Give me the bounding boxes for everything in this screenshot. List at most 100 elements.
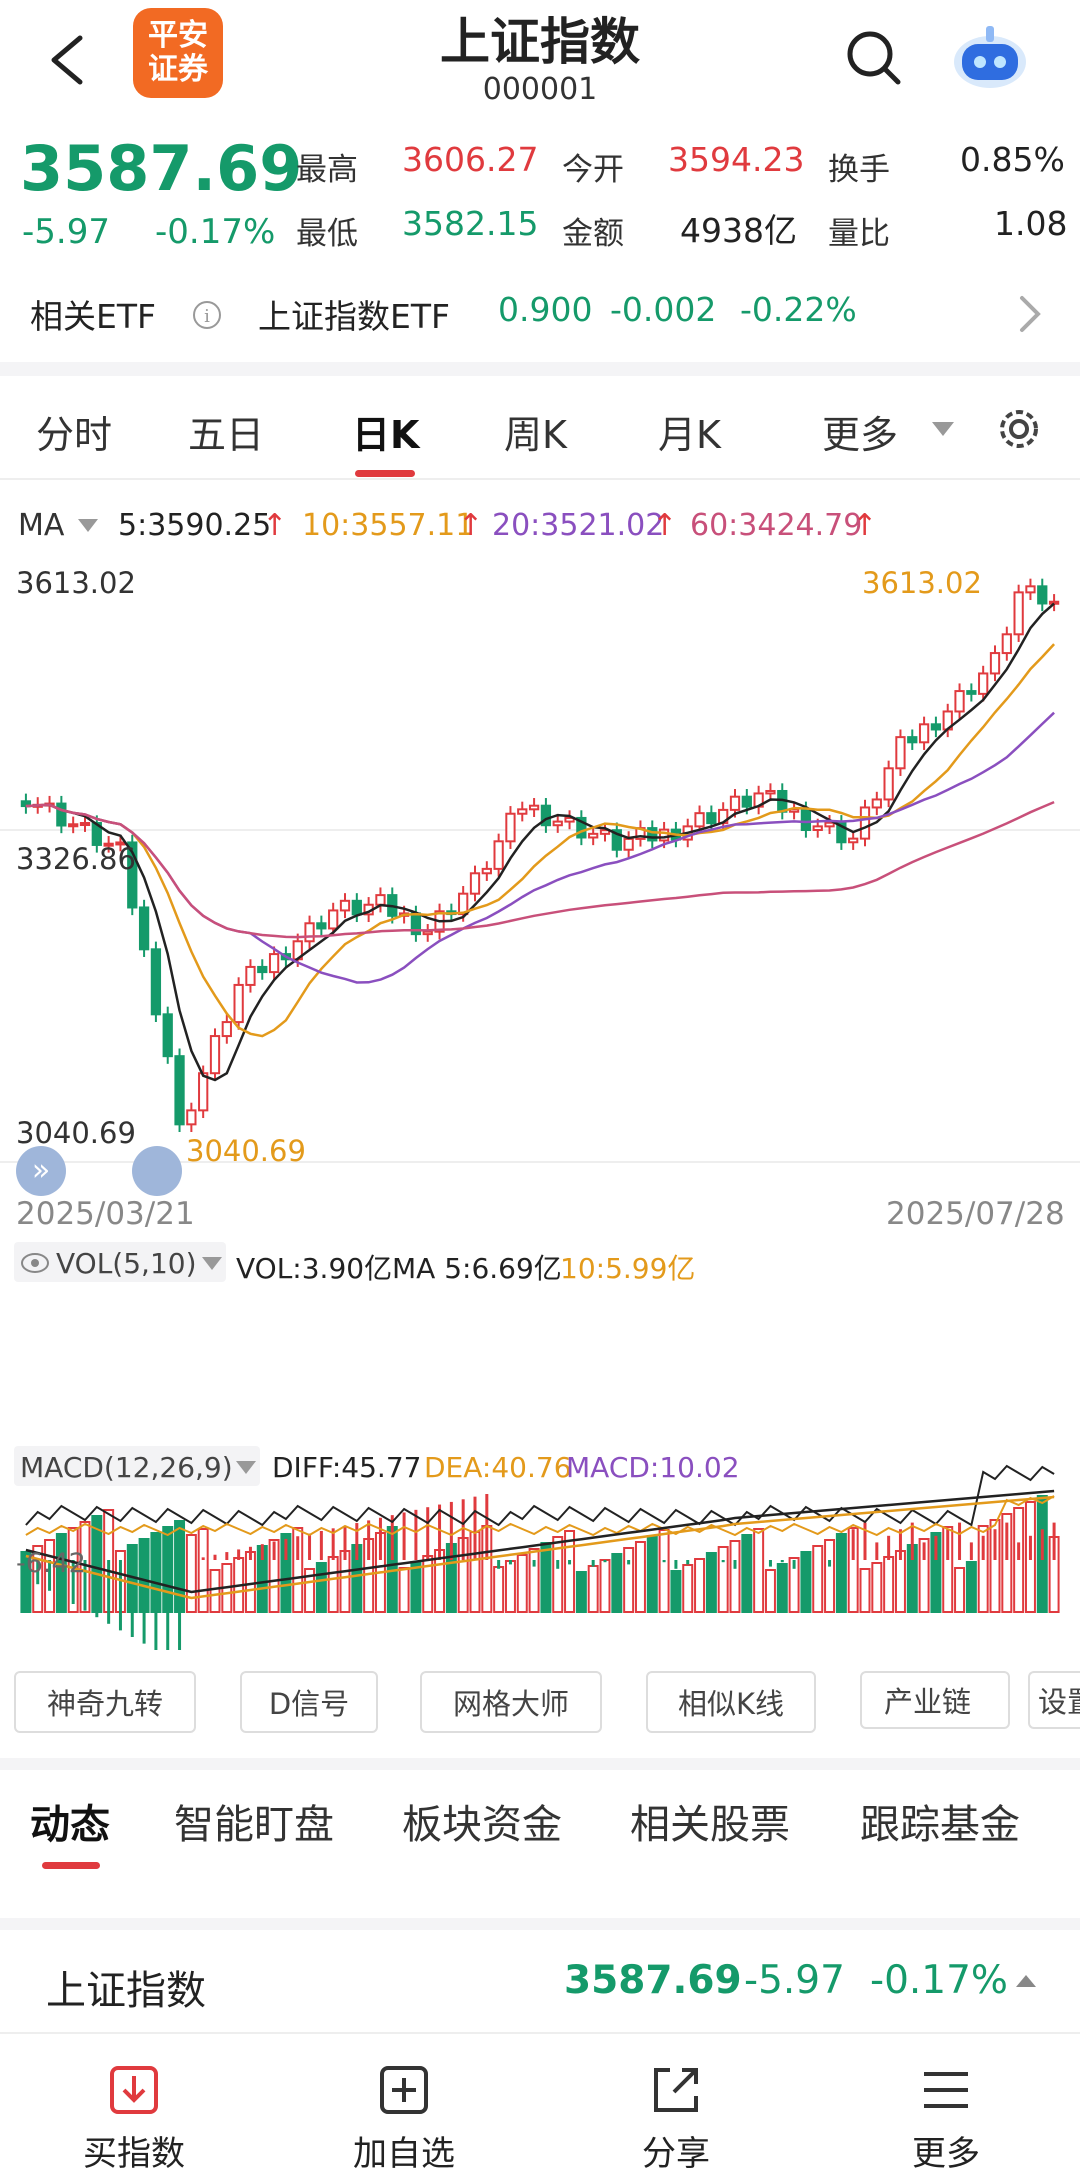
volume-bar xyxy=(729,1540,741,1613)
volume-bar xyxy=(516,1554,528,1613)
volume-bar xyxy=(835,1533,847,1613)
footer-more[interactable]: 更多 xyxy=(866,2062,1026,2175)
price-change-pct: -0.17% xyxy=(155,212,276,252)
tool-similar-kline[interactable]: 相似K线 xyxy=(646,1671,816,1733)
candle-body xyxy=(871,798,882,809)
kline-chart[interactable] xyxy=(0,560,1080,1650)
candle-body xyxy=(328,909,339,930)
footer-buy-index[interactable]: 买指数 xyxy=(54,2062,214,2175)
end-date: 2025/07/28 xyxy=(886,1196,1065,1232)
tab-sector-fund[interactable]: 板块资金 xyxy=(402,1802,562,1848)
tool-grid-master[interactable]: 网格大师 xyxy=(420,1671,602,1733)
candle-body xyxy=(304,922,315,943)
volume-bar xyxy=(280,1533,292,1613)
etf-chevron-right-icon[interactable] xyxy=(1014,292,1044,340)
volume-bar xyxy=(800,1551,812,1613)
turnover-value: 0.85% xyxy=(960,140,1065,179)
volume-bar xyxy=(540,1542,552,1613)
etf-name[interactable]: 上证指数ETF xyxy=(258,297,450,336)
candle-body xyxy=(706,812,717,825)
tab-news[interactable]: 动态 xyxy=(30,1802,110,1848)
tool-industry-chain[interactable]: 产业链 xyxy=(860,1671,1010,1729)
footer-add-label: 加自选 xyxy=(353,2134,455,2174)
volume-bar xyxy=(504,1560,516,1613)
ma20-arrow: ↑ xyxy=(652,508,678,543)
candle-body xyxy=(469,872,481,895)
related-etf-label: 相关ETF xyxy=(30,297,156,336)
amount-label: 金额 xyxy=(562,216,624,252)
macd-hist-value: MACD:10.02 xyxy=(566,1451,740,1484)
volume-bar xyxy=(623,1547,635,1613)
vol-indicator-selector[interactable] xyxy=(14,1242,226,1282)
volume-bar xyxy=(989,1519,1001,1613)
ma10-value: 10:3557.11 xyxy=(302,508,475,543)
macd-diff-value: DIFF:45.77 xyxy=(272,1451,422,1484)
ma60-arrow: ↑ xyxy=(852,508,878,543)
tab-daily-k[interactable]: 日K xyxy=(352,413,420,457)
candle-body xyxy=(978,672,989,695)
candle-body xyxy=(517,808,528,815)
volume-bar xyxy=(942,1526,954,1613)
robot-icon xyxy=(954,26,1026,88)
volume-bar xyxy=(717,1546,729,1613)
ai-assistant-button[interactable] xyxy=(950,16,1030,96)
logo-line2: 证券 xyxy=(148,52,208,87)
section-divider-3 xyxy=(0,1918,1080,1930)
candle-body xyxy=(174,1055,185,1126)
ma-dropdown-icon[interactable] xyxy=(76,516,100,538)
broker-logo: 平安 证券 xyxy=(133,8,223,98)
volume-bar xyxy=(753,1528,765,1613)
tab-five-day[interactable]: 五日 xyxy=(188,413,265,457)
chart-settings-button[interactable] xyxy=(994,404,1044,458)
volume-bar xyxy=(824,1539,836,1613)
volume-bar xyxy=(587,1565,599,1613)
footer-add-watchlist[interactable]: 加自选 xyxy=(324,2062,484,2175)
footer-share[interactable]: 分享 xyxy=(596,2062,756,2175)
tool-nine-turns[interactable]: 神奇九转 xyxy=(14,1671,196,1733)
ticker-bar[interactable] xyxy=(0,1930,1080,2030)
footer-buy-label: 买指数 xyxy=(83,2134,185,2174)
candle-body xyxy=(848,837,859,844)
ticker-change: -5.97 xyxy=(744,1958,845,2003)
volume-bar xyxy=(528,1548,540,1613)
page-title: 上证指数 xyxy=(440,13,640,71)
tabs-divider xyxy=(0,478,1080,480)
volume-bar xyxy=(599,1559,611,1613)
vol-ma5-value: MA 5:6.69亿 xyxy=(392,1252,562,1285)
candle-body xyxy=(68,823,79,828)
tool-settings[interactable]: 设置 xyxy=(1028,1671,1080,1729)
volratio-value: 1.08 xyxy=(994,204,1068,243)
open-value: 3594.23 xyxy=(668,140,805,179)
back-button[interactable] xyxy=(40,30,100,90)
volume-bar xyxy=(244,1551,256,1613)
macd-indicator-selector[interactable] xyxy=(14,1446,260,1486)
candle-body xyxy=(458,892,469,916)
tab-related-stocks[interactable]: 相关股票 xyxy=(630,1802,790,1848)
chart-tool-button[interactable] xyxy=(132,1146,182,1196)
low-value: 3582.15 xyxy=(402,204,539,243)
volume-bar xyxy=(646,1535,658,1613)
expand-up-icon[interactable] xyxy=(1014,1972,1038,1994)
tab-tracking-funds[interactable]: 跟踪基金 xyxy=(860,1802,1020,1848)
tab-monthly-k[interactable]: 月K xyxy=(658,413,721,457)
vol-value: VOL:3.90亿 xyxy=(236,1252,393,1285)
low-label: 最低 xyxy=(296,216,358,252)
tab-weekly-k[interactable]: 周K xyxy=(504,413,567,457)
tab-smart-watch[interactable]: 智能盯盘 xyxy=(174,1802,334,1848)
candle-body xyxy=(138,906,150,951)
kline-max-marker: 3613.02 xyxy=(862,566,982,600)
candle-body xyxy=(623,837,634,851)
ma-label[interactable]: MA xyxy=(18,508,65,543)
tool-d-signal[interactable]: D信号 xyxy=(240,1671,378,1733)
candle-body xyxy=(611,829,622,851)
info-icon[interactable]: i xyxy=(192,300,222,334)
volume-bar xyxy=(918,1538,930,1613)
eye-icon xyxy=(20,1250,50,1280)
tab-more[interactable]: 更多 xyxy=(822,413,899,457)
candle-body xyxy=(918,723,930,744)
expand-chart-button[interactable]: » xyxy=(16,1146,66,1196)
menu-list-icon xyxy=(924,2072,968,2108)
gear-icon xyxy=(1000,410,1038,448)
search-button[interactable] xyxy=(840,24,906,90)
tab-intraday[interactable]: 分时 xyxy=(36,413,113,457)
